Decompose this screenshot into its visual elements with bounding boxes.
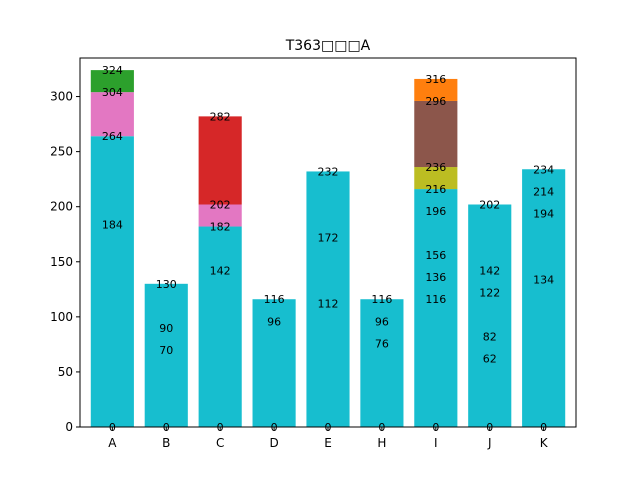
data-label-J-142: 142: [479, 265, 500, 278]
x-tick-label-K: K: [540, 436, 549, 450]
data-label-B-70: 70: [159, 344, 173, 357]
data-label-J-62: 62: [483, 353, 497, 366]
y-axis: 0 50 100 150 200 250 300: [50, 90, 80, 434]
y-tick-label-250: 250: [50, 145, 73, 159]
bar-segment-J-14: [468, 204, 512, 427]
data-label-H-76: 76: [375, 337, 389, 350]
data-label-C-182: 182: [210, 221, 231, 234]
bar-segment-C-4: [198, 226, 242, 427]
data-label-A-184: 184: [102, 218, 123, 231]
bar-segment-E-8: [306, 171, 350, 427]
data-label-C-282: 282: [210, 110, 231, 123]
y-tick-label-150: 150: [50, 255, 73, 269]
x-tick-label-D: D: [269, 436, 278, 450]
data-label-B-130: 130: [156, 278, 177, 291]
data-label-I-196: 196: [425, 205, 446, 218]
data-label-K-214: 214: [533, 185, 554, 198]
bar-segment-I-11: [414, 167, 458, 190]
bar-segment-D-7: [252, 299, 296, 427]
y-tick-label-50: 50: [58, 365, 73, 379]
x-tick-label-J: J: [487, 436, 492, 450]
data-label-D-116: 116: [264, 293, 285, 306]
bar-segment-A-0: [90, 136, 134, 427]
data-label-E-112: 112: [318, 298, 339, 311]
data-label-I-216: 216: [425, 183, 446, 196]
x-tick-label-B: B: [162, 436, 170, 450]
data-label-K-194: 194: [533, 207, 554, 220]
data-label-I-316: 316: [425, 73, 446, 86]
bar-segment-K-15: [522, 169, 566, 428]
bar-segment-H-9: [360, 299, 404, 427]
data-label-J-82: 82: [483, 331, 497, 344]
data-label-J-202: 202: [479, 198, 500, 211]
x-tick-label-A: A: [108, 436, 117, 450]
bar-segment-A-1: [90, 92, 134, 137]
y-tick-label-300: 300: [50, 90, 73, 104]
bar-segment-A-2: [90, 70, 134, 93]
data-label-H-96: 96: [375, 315, 389, 328]
data-label-D-96: 96: [267, 315, 281, 328]
data-label-C-142: 142: [210, 265, 231, 278]
y-tick-label-200: 200: [50, 200, 73, 214]
data-label-E-232: 232: [318, 165, 339, 178]
y-tick-label-0: 0: [65, 420, 73, 434]
data-label-I-136: 136: [425, 271, 446, 284]
data-label-A-324: 324: [102, 64, 123, 77]
bar-segment-I-10: [414, 189, 458, 427]
bars-group: [90, 70, 566, 428]
data-label-C-202: 202: [210, 198, 231, 211]
x-tick-label-I: I: [434, 436, 438, 450]
bar-segment-B-3: [144, 283, 188, 427]
x-tick-label-H: H: [377, 436, 386, 450]
data-labels-group: 0184264304324070901300142182202282096116…: [102, 64, 554, 434]
chart-title: T363□□□A: [285, 38, 371, 54]
plot-frame: [79, 57, 577, 428]
data-label-I-236: 236: [425, 161, 446, 174]
data-label-I-116: 116: [425, 293, 446, 306]
data-label-K-234: 234: [533, 163, 554, 176]
x-tick-label-E: E: [324, 436, 332, 450]
data-label-I-296: 296: [425, 95, 446, 108]
data-label-H-116: 116: [371, 293, 392, 306]
data-label-I-156: 156: [425, 249, 446, 262]
data-label-B-90: 90: [159, 322, 173, 335]
bar-segment-I-12: [414, 100, 458, 168]
y-tick-label-100: 100: [50, 310, 73, 324]
data-label-K-134: 134: [533, 273, 554, 286]
bar-segment-C-5: [198, 204, 242, 227]
data-label-A-304: 304: [102, 86, 123, 99]
bar-segment-I-13: [414, 78, 458, 101]
x-tick-label-C: C: [216, 436, 224, 450]
data-label-E-172: 172: [318, 232, 339, 245]
data-label-J-122: 122: [479, 287, 500, 300]
bar-segment-C-6: [198, 116, 242, 205]
data-label-A-264: 264: [102, 130, 123, 143]
